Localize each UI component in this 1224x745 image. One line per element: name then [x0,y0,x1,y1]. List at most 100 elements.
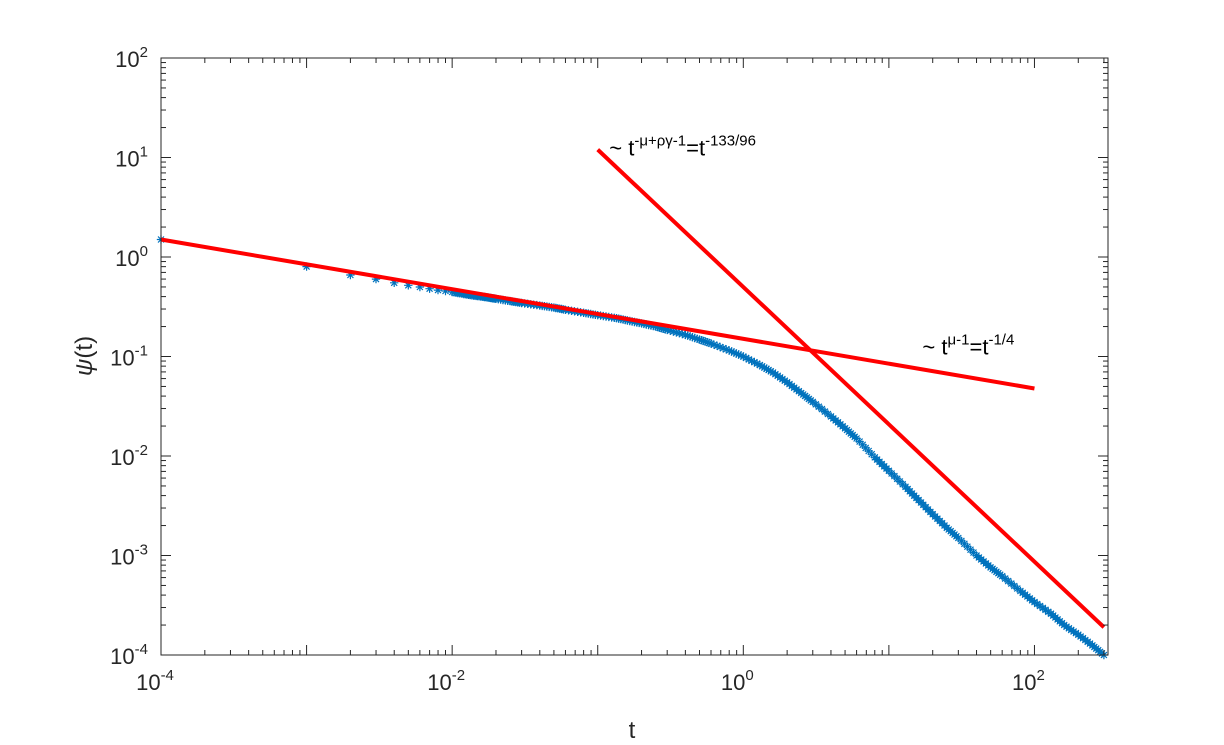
data-point [940,521,949,530]
data-point [703,338,712,347]
data-point [371,274,381,284]
data-point [681,330,690,340]
data-point [433,285,443,295]
data-point [766,367,775,376]
data-point [390,278,399,287]
y-axis-label: ψ(t) [71,336,98,376]
data-point [912,493,921,503]
data-point [838,422,847,431]
data-point [722,345,731,354]
data-point [734,350,743,359]
data-point [649,321,658,331]
annotation-2: ~ tμ-1=t-1/4 [922,331,1014,359]
y-axis-label-symbol: ψ [71,359,98,376]
data-point [1071,628,1081,638]
data-point [692,334,702,343]
data-point [739,352,748,361]
data-point [984,561,993,570]
data-point [780,376,789,385]
data-point [1057,619,1067,628]
data-point [1085,639,1095,648]
data-point [760,363,769,372]
data-point [1097,649,1107,658]
data-point [732,349,741,358]
x-tick-label: 10-4 [136,667,174,695]
data-point [425,284,434,293]
data-point [415,282,425,292]
data-point [729,348,739,357]
data-point [762,364,771,373]
data-point [1013,584,1022,593]
fit-lines [160,148,1106,629]
data-point [697,336,706,345]
data-point [898,480,907,489]
data-point [669,327,678,336]
data-point [855,437,864,446]
data-point [706,339,716,348]
data-point [926,507,935,517]
data-point [850,432,859,441]
data-point [672,328,681,337]
data-point [755,360,765,370]
annotations: ~ t-μ+ργ-1=t-133/96 ~ tμ-1=t-1/4 [609,132,1014,359]
y-tick-label: 10-4 [110,641,148,669]
annotation-1: ~ t-μ+ργ-1=t-133/96 [609,132,756,160]
y-tick-labels: 10-4 10-3 10-2 10-1 100 101 102 [110,44,148,669]
data-point [882,464,891,473]
data-point [1027,596,1037,605]
fit-line-2 [596,148,1106,629]
data-point [704,338,714,348]
data-point [741,353,751,363]
data-point [639,319,649,329]
data-point [996,570,1005,579]
y-tick-label: 101 [115,144,148,172]
x-tick-label: 100 [721,667,754,695]
data-point [952,532,961,541]
data-point [718,344,728,353]
y-tick-label: 102 [115,44,148,72]
plot-area [161,58,1108,655]
data-point [712,341,722,350]
data-point [678,329,687,339]
data-point [695,335,704,344]
data-point [653,322,662,332]
fit-line-1 [160,237,1035,391]
data-point [727,347,736,356]
y-tick-label: 10-1 [110,343,148,371]
data-point [688,333,697,342]
data-point [757,362,767,371]
data-point [744,355,753,364]
x-tick-labels: 10-4 10-2 100 102 [136,667,1045,695]
data-point [806,396,815,405]
data-point [750,358,759,367]
data-point [963,542,972,551]
data-point [764,365,773,375]
x-axis-label: t [629,717,636,744]
data-point [699,336,708,346]
data-point [701,337,710,346]
data-point [659,324,668,333]
data-point [690,333,699,343]
data-point [441,286,450,296]
data-point [969,548,978,557]
data-point [503,296,512,305]
data-point [794,387,804,396]
x-tick-label: 10-2 [427,667,465,695]
data-point [346,270,355,280]
data-point [715,342,725,352]
y-tick-label: 10-2 [110,442,148,470]
y-axis-label-suffix: (t) [71,336,98,359]
y-tick-label: 100 [115,243,148,271]
ticks [160,57,1108,656]
data-point [867,450,876,459]
data-point [661,325,670,334]
data-point [302,262,311,271]
data-point [490,294,500,303]
data-point [736,351,746,360]
y-tick-label: 10-3 [110,542,148,570]
data-point [683,331,692,340]
data-point [675,329,684,338]
data-point [709,340,719,349]
x-tick-label: 102 [1012,667,1045,695]
